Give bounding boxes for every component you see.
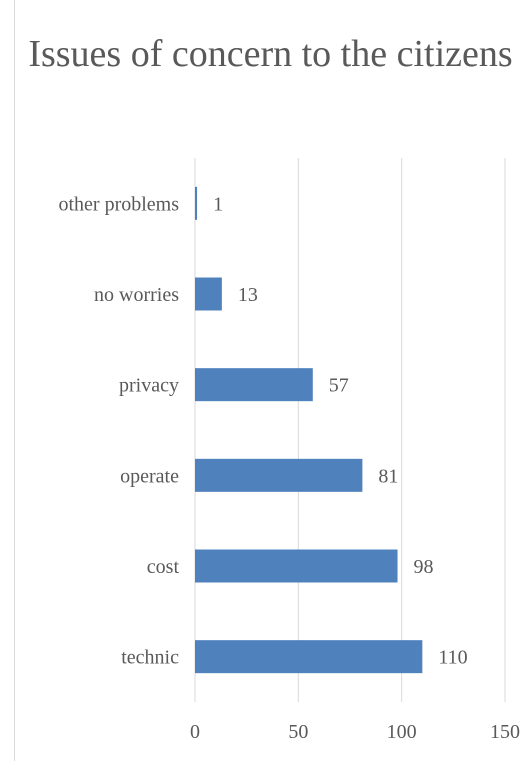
category-label: no worries (94, 284, 179, 306)
category-label: privacy (119, 375, 179, 397)
x-tick-label: 0 (190, 721, 200, 743)
bar-cost (195, 549, 398, 583)
category-label: operate (120, 465, 179, 487)
bar-other-problems (195, 186, 198, 220)
data-label: 13 (238, 284, 258, 306)
data-label: 81 (378, 465, 398, 487)
chart-title: Issues of concern to the citizens (28, 33, 513, 75)
bar-technic (195, 640, 423, 674)
data-label: 98 (414, 556, 434, 578)
x-tick-label: 50 (288, 721, 308, 743)
category-label: other problems (58, 193, 179, 215)
x-tick-label: 150 (490, 721, 520, 743)
data-label: 57 (329, 375, 349, 397)
x-tick-label: 100 (387, 721, 417, 743)
bar-no-worries (195, 277, 222, 311)
category-label: cost (147, 556, 180, 578)
bar-privacy (195, 368, 313, 402)
data-label: 110 (438, 647, 467, 669)
bar-operate (195, 458, 363, 492)
category-label: technic (121, 647, 179, 669)
data-label: 1 (213, 193, 223, 215)
